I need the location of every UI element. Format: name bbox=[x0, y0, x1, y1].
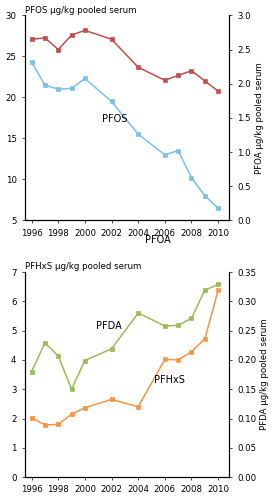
Y-axis label: PFDA µg/kg pooled serum: PFDA µg/kg pooled serum bbox=[260, 319, 270, 430]
Text: PFHxS µg/kg pooled serum: PFHxS µg/kg pooled serum bbox=[25, 262, 141, 272]
Y-axis label: PFOA µg/kg pooled serum: PFOA µg/kg pooled serum bbox=[255, 62, 264, 174]
Text: PFDA: PFDA bbox=[95, 321, 121, 331]
Text: PFOA: PFOA bbox=[145, 234, 170, 244]
Text: PFOS µg/kg pooled serum: PFOS µg/kg pooled serum bbox=[25, 6, 136, 15]
Text: PFHxS: PFHxS bbox=[154, 376, 185, 386]
Text: PFOS: PFOS bbox=[102, 114, 128, 124]
